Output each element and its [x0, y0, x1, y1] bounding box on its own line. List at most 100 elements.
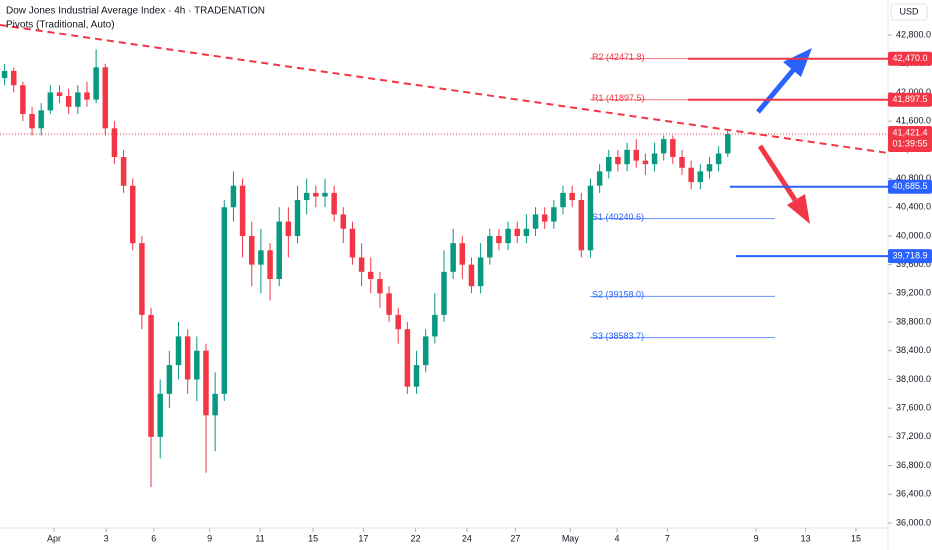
candle-body	[148, 314, 154, 437]
candle-body	[1, 70, 8, 79]
candle-body	[596, 171, 603, 186]
y-tick-label: 38,400.0	[896, 345, 931, 355]
candle-body	[578, 200, 585, 251]
y-tick-label: 40,400.0	[896, 202, 931, 212]
candle-body	[349, 228, 356, 258]
x-tick-label: 13	[801, 533, 811, 543]
chart-title: Dow Jones Industrial Average Index · 4h …	[6, 6, 265, 17]
candle-body	[111, 128, 118, 158]
candle-body	[395, 314, 401, 330]
candle-body	[47, 92, 54, 111]
trendline	[0, 24, 889, 154]
y-tick-label: 40,000.0	[896, 230, 931, 240]
candle-body	[276, 221, 282, 279]
x-tick-label: 4	[615, 533, 620, 543]
candle-body	[459, 243, 466, 265]
candle-body	[496, 235, 502, 244]
y-tick-label: 37,600.0	[896, 403, 931, 413]
candle-body	[129, 185, 136, 244]
candle-body	[258, 250, 264, 265]
x-tick-label: 15	[308, 533, 318, 543]
y-tick-label: 36,800.0	[896, 460, 931, 470]
candle-body	[715, 153, 722, 165]
candle-body	[75, 92, 81, 107]
level-badge	[888, 249, 932, 264]
level-badge	[888, 179, 932, 194]
x-tick-label: 3	[104, 533, 109, 543]
candle-body	[285, 221, 292, 236]
candle-body	[541, 214, 548, 222]
candle-body	[404, 329, 411, 387]
y-tick-label: 36,400.0	[896, 489, 931, 499]
candle-body	[331, 192, 337, 215]
candle-body	[358, 257, 365, 272]
x-tick-label: 22	[411, 533, 421, 543]
candle-body	[267, 250, 273, 279]
candle-body	[441, 271, 447, 315]
candle-body	[203, 350, 209, 416]
x-tick-label: 17	[358, 533, 368, 543]
x-tick-label: 27	[510, 533, 520, 543]
candle-body	[29, 113, 35, 129]
candle-body	[313, 192, 319, 197]
up-arrow-head	[783, 48, 812, 77]
pivot-label: R1 (41897.5)	[592, 93, 645, 103]
candle-body	[587, 185, 594, 251]
currency[interactable]: USD	[899, 6, 919, 16]
currency-box[interactable]	[890, 3, 928, 21]
candle-body	[514, 228, 520, 236]
candle-body	[697, 171, 704, 183]
candle-body	[340, 214, 347, 229]
x-tick-label: 15	[851, 533, 861, 543]
candle-body	[322, 192, 328, 197]
last-price-badge	[888, 125, 932, 152]
level-label: 39,718.9	[892, 250, 927, 260]
level-label: 40,685.5	[892, 181, 927, 191]
candle-body	[569, 192, 575, 201]
x-tick-label: 7	[665, 533, 670, 543]
candle-body	[386, 293, 392, 315]
x-tick-label: 24	[462, 533, 472, 543]
candle-body	[642, 160, 649, 165]
level-badge	[888, 51, 932, 66]
level-badge	[888, 92, 932, 107]
candle-body	[560, 192, 566, 208]
candle-body	[166, 365, 173, 394]
candle-body	[102, 67, 109, 129]
candle-body	[56, 92, 63, 97]
candle-body	[487, 235, 493, 258]
candle-body	[368, 271, 374, 279]
candle-body	[532, 214, 539, 229]
candle-body	[477, 257, 484, 287]
pivot-label: S2 (39158.0)	[592, 290, 644, 300]
y-tick-label: 42,800.0	[896, 29, 931, 39]
arrows	[756, 48, 812, 224]
candle-body	[551, 207, 557, 222]
candle-body	[706, 164, 713, 172]
candle-body	[84, 92, 90, 100]
candle-body	[422, 336, 429, 366]
candle-body	[249, 235, 255, 265]
down-arrow-shaft	[757, 144, 798, 202]
candle-body	[450, 243, 456, 272]
candle-body	[10, 70, 17, 86]
candle-body	[377, 278, 383, 294]
x-tick-label: 6	[151, 533, 156, 543]
pivot-label: S1 (40240.6)	[592, 212, 644, 222]
x-tick-label: May	[562, 533, 580, 543]
y-tick-label: 39,600.0	[896, 259, 931, 269]
candle-body	[633, 149, 639, 161]
level-label: 41,897.5	[892, 94, 927, 104]
candle-body	[184, 336, 191, 380]
candle-body	[239, 185, 246, 236]
y-tick-label: 37,200.0	[896, 431, 931, 441]
candle-body	[221, 207, 228, 394]
x-tick-label: 9	[207, 533, 212, 543]
last-price-label: 41,421.4	[892, 127, 927, 137]
candle-body	[679, 157, 685, 168]
candle-body	[688, 167, 694, 183]
candle-body	[432, 314, 438, 337]
pivot-label: S3 (38583.7)	[592, 331, 644, 341]
candle-body	[413, 365, 420, 387]
